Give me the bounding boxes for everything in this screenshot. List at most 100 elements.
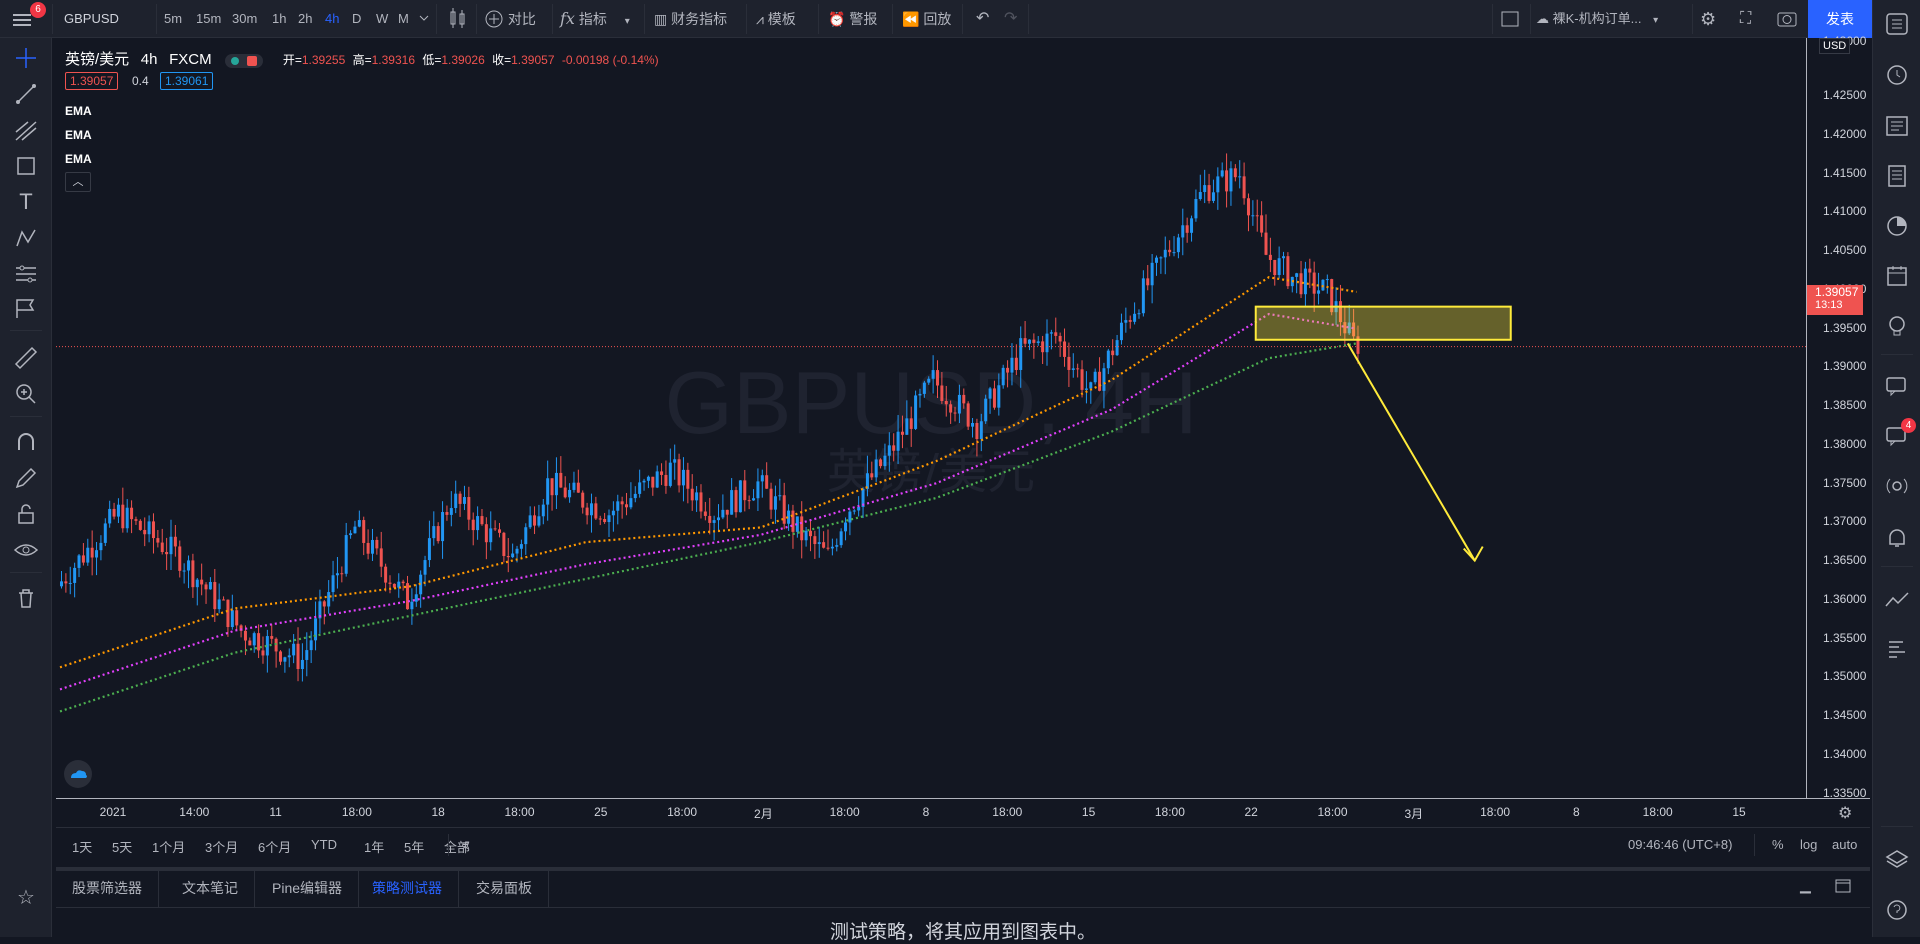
clock-display[interactable]: 09:46:46 (UTC+8)	[1628, 837, 1733, 852]
hide-drawings-tool[interactable]	[12, 536, 40, 564]
prediction-tool[interactable]	[12, 260, 40, 288]
fibonacci-tool[interactable]	[12, 116, 40, 144]
goto-date-button[interactable]: ⌆	[460, 837, 471, 853]
trendline-tool[interactable]	[12, 80, 40, 108]
tradingview-logo[interactable]	[64, 760, 92, 788]
price-chart[interactable]: GBPUSD, 4H 英镑/美元	[56, 38, 1806, 798]
panel-tab[interactable]: 股票筛选器	[56, 871, 159, 907]
data-window-button[interactable]	[1883, 112, 1911, 140]
candle-body	[813, 536, 817, 545]
remove-drawings-tool[interactable]	[12, 584, 40, 612]
range-button[interactable]: 3个月	[205, 840, 239, 855]
interval-30m[interactable]: 30m	[232, 11, 258, 26]
zoom-tool[interactable]	[12, 380, 40, 408]
ema-indicator-label[interactable]: EMA	[65, 152, 92, 166]
chart-pane[interactable]: GBPUSD, 4H 英镑/美元 英镑/美元 4h FXCM 开=1.39255…	[56, 38, 1806, 798]
ema-indicator-label[interactable]: EMA	[65, 104, 92, 118]
interval-M[interactable]: M	[398, 11, 409, 26]
interval-1h[interactable]: 1h	[272, 11, 287, 26]
private-chats-button[interactable]: 4	[1883, 418, 1916, 450]
favorites-tool[interactable]: ☆	[12, 884, 40, 912]
indicators-button[interactable]: fx 指标 ▾	[560, 0, 630, 38]
dom-button[interactable]	[1883, 636, 1911, 664]
range-button[interactable]: 5年	[404, 840, 425, 855]
interval-5m[interactable]: 5m	[164, 11, 183, 26]
time-axis[interactable]: 2021 14:00 11 18:00 18 18:00 25 18:00 2月 18:00 8 18…	[56, 798, 1870, 826]
text-tool[interactable]: T	[12, 188, 40, 216]
panel-tab[interactable]: 文本笔记	[166, 871, 255, 907]
maximize-panel-button[interactable]	[1834, 877, 1852, 900]
settings-button[interactable]: ⚙	[1700, 0, 1716, 38]
financials-button[interactable]: ▥ 财务指标	[654, 0, 727, 38]
supply-zone-rectangle[interactable]	[1254, 305, 1512, 341]
alert-button[interactable]: ⏰ 警报	[828, 0, 877, 38]
replay-button[interactable]: ⏪ 回放	[902, 0, 951, 38]
auto-scale-toggle[interactable]: auto	[1832, 837, 1858, 852]
layout-name-button[interactable]: ☁ 裸K-机构订单... ▾	[1536, 0, 1686, 38]
panel-tab[interactable]: 策略测试器	[356, 871, 459, 907]
calendar-button[interactable]	[1883, 262, 1911, 290]
range-button[interactable]: 5天	[112, 840, 133, 855]
ema-indicator-label[interactable]: EMA	[65, 128, 92, 142]
watchlist-button[interactable]	[1883, 10, 1911, 38]
percent-scale-toggle[interactable]: %	[1772, 837, 1784, 852]
chats-button[interactable]	[1883, 372, 1911, 400]
range-button[interactable]: 1个月	[152, 840, 186, 855]
layout-select-button[interactable]	[1500, 0, 1520, 38]
notifications-button[interactable]	[1883, 524, 1911, 552]
range-button[interactable]: 6个月	[258, 840, 292, 855]
symbol-search[interactable]: GBPUSD	[64, 11, 119, 26]
range-button[interactable]: 1年	[364, 840, 385, 855]
ema-mid-line[interactable]	[59, 312, 1357, 691]
help-button[interactable]	[1883, 896, 1911, 924]
hotlists-button[interactable]	[1883, 212, 1911, 240]
order-panel-button[interactable]	[1883, 586, 1911, 614]
projection-arrow-line[interactable]	[1346, 342, 1476, 562]
snapshot-button[interactable]	[1776, 0, 1798, 38]
layers-button[interactable]	[1883, 846, 1911, 874]
interval-4h[interactable]: 4h	[325, 11, 340, 26]
menu-button[interactable]: 6	[10, 2, 46, 32]
axis-settings-button[interactable]: ⚙	[1838, 803, 1852, 823]
currency-button[interactable]: USD	[1819, 38, 1851, 54]
lock-drawings-tool[interactable]	[12, 500, 40, 528]
stay-drawing-tool[interactable]	[12, 464, 40, 492]
price-axis[interactable]: 1.43000 USD 1.425001.420001.415001.41000…	[1806, 34, 1870, 800]
legend-title[interactable]: 英镑/美元	[65, 51, 130, 68]
panel-tab[interactable]: Pine编辑器	[256, 871, 360, 907]
patterns-tool[interactable]	[12, 224, 40, 252]
ideas-button[interactable]	[1883, 312, 1911, 340]
log-scale-toggle[interactable]: log	[1800, 837, 1818, 852]
compare-button[interactable]: 对比	[484, 0, 536, 38]
magnet-tool[interactable]	[12, 428, 40, 456]
news-button[interactable]	[1883, 162, 1911, 190]
ema-slow-line[interactable]	[59, 342, 1357, 713]
fullscreen-button[interactable]: ⛶	[1740, 0, 1751, 38]
range-button[interactable]: 1天	[72, 840, 93, 855]
range-button[interactable]: YTD	[311, 837, 337, 852]
chart-type-button[interactable]	[448, 0, 468, 38]
panel-tab[interactable]: 交易面板	[460, 871, 549, 907]
minimize-panel-button[interactable]: ▁	[1800, 877, 1811, 894]
shapes-tool[interactable]	[12, 152, 40, 180]
publish-button[interactable]: 发表	[1808, 0, 1872, 38]
sell-price-box[interactable]: 1.39057	[65, 72, 119, 90]
interval-W[interactable]: W	[376, 11, 389, 26]
alerts-button[interactable]	[1883, 60, 1911, 88]
crosshair-tool[interactable]	[12, 44, 40, 72]
range-button[interactable]: 全部	[444, 840, 471, 855]
templates-button[interactable]: ⩘ 模板	[756, 0, 796, 38]
interval-D[interactable]: D	[352, 11, 362, 26]
undo-button[interactable]: ↶	[976, 0, 989, 38]
interval-dropdown[interactable]	[418, 0, 430, 38]
collapse-legend-button[interactable]: ︿	[65, 172, 91, 192]
market-status-toggle[interactable]	[225, 53, 264, 68]
redo-button[interactable]: ↷	[1004, 0, 1017, 38]
interval-15m[interactable]: 15m	[196, 11, 222, 26]
buy-price-box[interactable]: 1.39061	[160, 72, 214, 90]
streams-button[interactable]	[1883, 474, 1911, 502]
icons-tool[interactable]	[12, 294, 40, 322]
measure-tool[interactable]	[12, 344, 40, 372]
ema-fast-line[interactable]	[59, 276, 1357, 669]
interval-2h[interactable]: 2h	[298, 11, 313, 26]
